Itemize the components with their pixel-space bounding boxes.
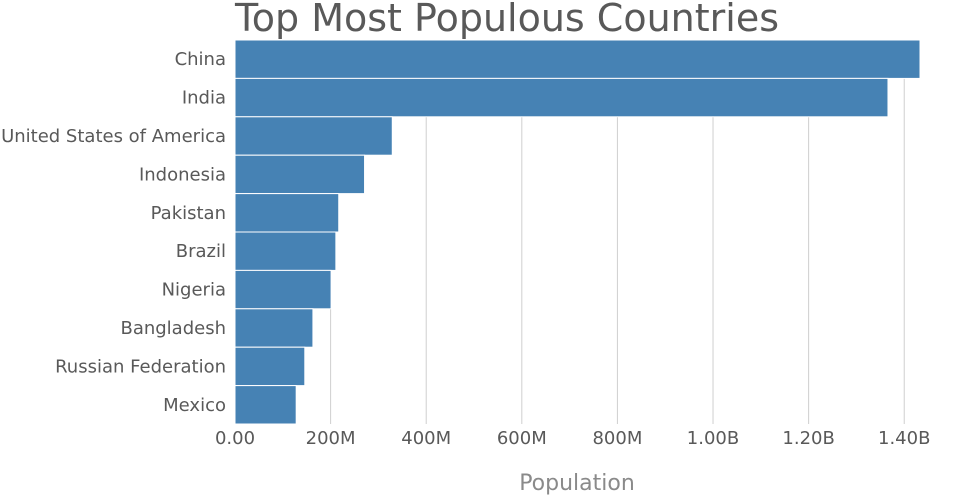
category-label: Russian Federation <box>55 356 226 377</box>
x-axis-title: Population <box>519 471 635 496</box>
category-label: Nigeria <box>162 280 226 301</box>
category-label: China <box>175 49 226 70</box>
bar[interactable] <box>234 193 340 233</box>
bar[interactable] <box>234 385 297 425</box>
x-tick-label: 1.20B <box>782 428 834 449</box>
category-label: Brazil <box>176 241 226 262</box>
category-label: United States of America <box>1 126 226 147</box>
category-label: India <box>182 88 226 109</box>
bar[interactable] <box>234 154 366 195</box>
chart-title: Top Most Populous Countries <box>234 0 779 40</box>
bar[interactable] <box>234 308 314 348</box>
x-tick-label: 600M <box>497 428 547 449</box>
x-tick-label: 1.40B <box>878 428 930 449</box>
bar[interactable] <box>234 116 393 156</box>
bars <box>234 39 921 425</box>
x-tick-label: 800M <box>592 428 642 449</box>
category-labels: China India United States of America Indone… <box>1 49 226 416</box>
category-label: Bangladesh <box>120 318 226 339</box>
x-tick-label: 400M <box>401 428 451 449</box>
x-tick-label: 1.00B <box>687 428 739 449</box>
category-label: Mexico <box>163 395 226 416</box>
x-tick-label: 0.00 <box>215 428 255 449</box>
category-label: Indonesia <box>139 164 226 185</box>
bar[interactable] <box>234 77 889 118</box>
bar[interactable] <box>234 231 337 271</box>
x-tick-label: 200M <box>306 428 356 449</box>
bar[interactable] <box>234 346 306 387</box>
category-label: Pakistan <box>151 203 226 224</box>
x-axis-ticks: 0.00 200M 400M 600M 800M 1.00B 1.20B 1.40B <box>215 428 930 449</box>
bar[interactable] <box>234 39 921 79</box>
bar[interactable] <box>234 269 332 310</box>
